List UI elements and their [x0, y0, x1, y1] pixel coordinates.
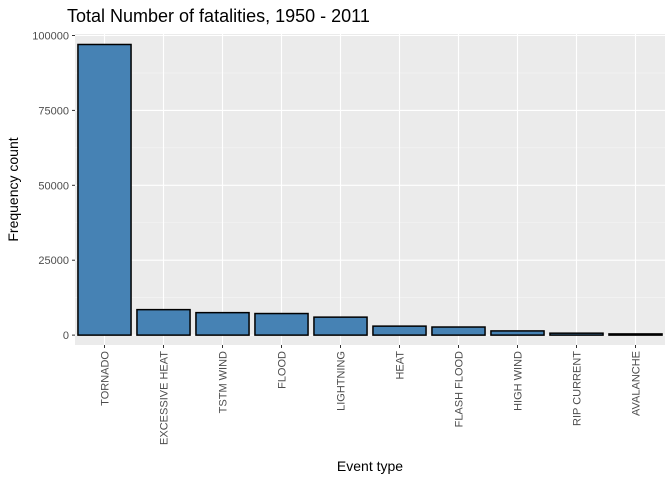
x-axis-title: Event type	[337, 458, 403, 474]
x-tick-label: AVALANCHE	[631, 351, 643, 416]
x-tick-label: FLASH FLOOD	[454, 351, 466, 427]
x-tick-label: TORNADO	[100, 351, 112, 406]
y-axis: 0 25000 50000 75000 100000	[32, 30, 75, 342]
x-tick-label: FLOOD	[277, 351, 289, 389]
bar-flash-flood	[431, 326, 486, 336]
bar-heat	[372, 325, 427, 336]
x-tick-label: HIGH WIND	[513, 351, 525, 411]
bar-avalanche	[608, 333, 663, 336]
y-tick-label: 25000	[38, 255, 69, 267]
plot-panel	[75, 34, 665, 345]
y-tick-label: 75000	[38, 105, 69, 117]
bar-rip-current	[549, 332, 604, 336]
bar-flood	[254, 312, 309, 336]
bars	[77, 43, 663, 336]
x-tick-label: HEAT	[395, 351, 407, 380]
x-tick-label: EXCESSIVE HEAT	[159, 351, 171, 445]
y-tick-label: 0	[63, 330, 69, 342]
chart-title: Total Number of fatalities, 1950 - 2011	[67, 6, 370, 26]
x-tick-label: RIP CURRENT	[572, 351, 584, 426]
x-axis: TORNADO EXCESSIVE HEAT TSTM WIND FLOOD LIGHT…	[100, 345, 643, 445]
x-tick-label: TSTM WIND	[218, 351, 230, 413]
bar-tstm-wind	[195, 311, 250, 336]
y-tick-label: 50000	[38, 180, 69, 192]
minor-gridlines	[75, 72, 665, 298]
bar-high-wind	[490, 330, 545, 336]
y-tick-label: 100000	[32, 30, 69, 42]
bar-tornado	[77, 43, 132, 336]
bar-lightning	[313, 316, 368, 336]
bar-excessive-heat	[136, 308, 191, 336]
y-axis-title: Frequency count	[5, 137, 21, 241]
x-tick-label: LIGHTNING	[336, 351, 348, 411]
